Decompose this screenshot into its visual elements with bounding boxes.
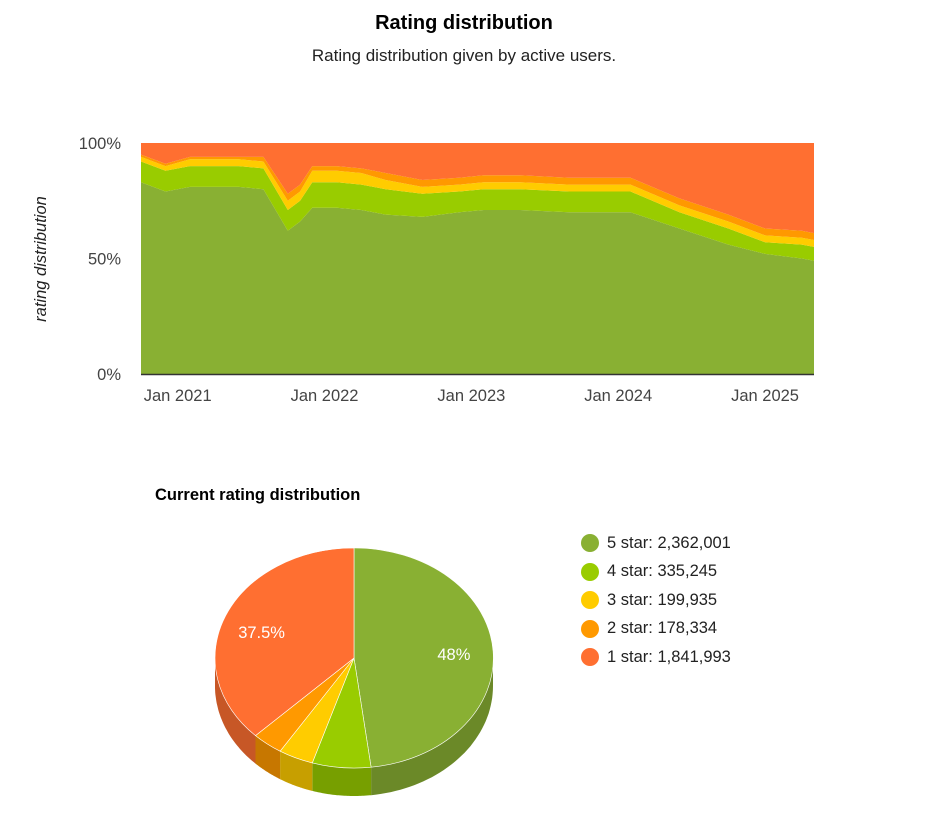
y-tick-label: 100% bbox=[79, 135, 122, 153]
legend-value: 178,334 bbox=[657, 619, 718, 638]
pie-side-5-star bbox=[371, 658, 493, 796]
legend-value: 199,935 bbox=[657, 590, 718, 609]
legend-item-3-star[interactable]: 3 star: 199,935 bbox=[581, 586, 731, 615]
pie-chart-title: Current rating distribution bbox=[155, 486, 361, 504]
page-subtitle: Rating distribution given by active user… bbox=[311, 46, 617, 65]
x-tick-label: Jan 2023 bbox=[437, 387, 505, 405]
x-tick-label: Jan 2021 bbox=[144, 387, 212, 405]
legend-name: 3 star bbox=[607, 590, 649, 609]
y-axis-label: rating distribution bbox=[32, 196, 50, 322]
pie-side-4-star bbox=[312, 762, 372, 796]
pie-side-3-star bbox=[280, 751, 313, 791]
legend-name: 1 star bbox=[607, 647, 649, 666]
legend-item-4-star[interactable]: 4 star: 335,245 bbox=[581, 558, 731, 587]
pie-data-label: 48% bbox=[437, 646, 470, 664]
y-tick-label: 50% bbox=[88, 251, 121, 269]
pie-data-label: 37.5% bbox=[238, 624, 285, 642]
legend-dot-1-star bbox=[581, 648, 599, 667]
legend-value: 1,841,993 bbox=[657, 647, 731, 666]
pie-slice-1-star[interactable] bbox=[214, 547, 355, 736]
legend-name: 4 star bbox=[607, 562, 649, 581]
legend-dot-2-star bbox=[581, 619, 599, 638]
area-series-5-star[interactable] bbox=[141, 182, 814, 374]
legend-dot-4-star bbox=[581, 562, 599, 581]
legend-item-1-star[interactable]: 1 star: 1,841,993 bbox=[581, 643, 731, 672]
legend-value: 335,245 bbox=[657, 562, 718, 581]
area-series-3-star[interactable] bbox=[141, 156, 814, 247]
legend-name: 5 star bbox=[607, 533, 649, 552]
pie-side-1-star bbox=[215, 658, 256, 764]
rating-area-chart: 0% 50% 100% Jan 2021 Jan 2022 Jan 2023 Jan 202… bbox=[32, 135, 814, 405]
area-series-1-star[interactable] bbox=[141, 143, 814, 234]
pie-slice-4-star[interactable] bbox=[311, 656, 372, 769]
x-tick-label: Jan 2022 bbox=[291, 387, 359, 405]
area-series-4-star[interactable] bbox=[141, 161, 814, 261]
legend-dot-5-star bbox=[581, 534, 599, 553]
x-tick-label: Jan 2025 bbox=[731, 387, 799, 405]
pie-slice-2-star[interactable] bbox=[255, 657, 355, 752]
pie-legend: 5 star: 2,362,001 4 star: 335,245 3 star… bbox=[581, 529, 731, 672]
pie-slice-3-star[interactable] bbox=[279, 657, 355, 764]
pie-side-2-star bbox=[255, 735, 281, 780]
x-tick-label: Jan 2024 bbox=[584, 387, 652, 405]
legend-name: 2 star bbox=[607, 619, 649, 638]
page-title: Rating distribution bbox=[375, 12, 553, 34]
legend-item-2-star[interactable]: 2 star: 178,334 bbox=[581, 615, 731, 644]
legend-value: 2,362,001 bbox=[657, 533, 731, 552]
pie-slice-5-star[interactable] bbox=[353, 547, 494, 768]
legend-dot-3-star bbox=[581, 591, 599, 610]
legend-item-5-star[interactable]: 5 star: 2,362,001 bbox=[581, 529, 731, 558]
y-tick-label: 0% bbox=[97, 366, 121, 384]
